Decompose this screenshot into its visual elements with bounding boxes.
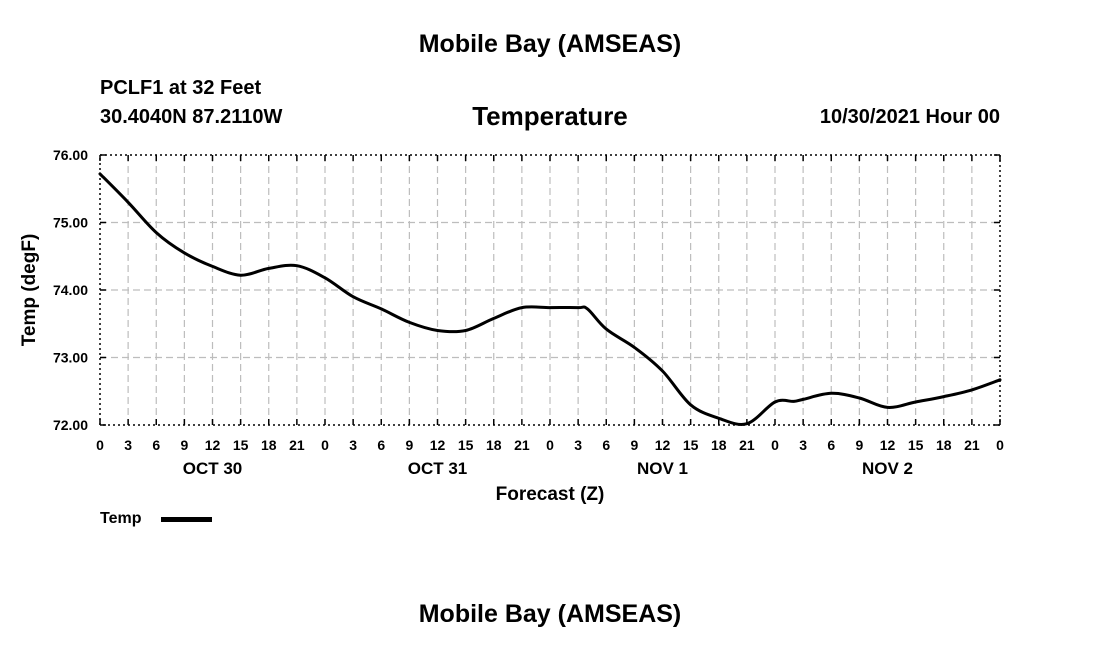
footer-title: Mobile Bay (AMSEAS) [418,600,682,628]
y-tick-label: 76.00 [53,147,88,163]
x-tick-label: 21 [289,437,305,453]
x-axis-label: Forecast (Z) [496,484,605,505]
x-tick-label: 6 [152,437,160,453]
station-label: PCLF1 at 32 Feet [100,77,262,99]
date-label: OCT 31 [408,459,468,478]
y-axis-label: Temp (degF) [19,234,40,347]
x-tick-label: 3 [799,437,807,453]
y-tick-label: 72.00 [53,417,88,433]
x-tick-label: 0 [96,437,104,453]
date-label: OCT 30 [183,459,243,478]
x-tick-label: 6 [827,437,835,453]
x-tick-label: 21 [964,437,980,453]
x-tick-label: 15 [233,437,249,453]
y-tick-label: 74.00 [53,282,88,298]
x-tick-label: 15 [458,437,474,453]
x-tick-label: 3 [124,437,132,453]
y-tick-label: 73.00 [53,350,88,366]
main-title: Mobile Bay (AMSEAS) [418,30,682,58]
x-tick-label: 6 [377,437,385,453]
chart-title: Temperature [472,101,628,131]
x-tick-label: 21 [514,437,530,453]
x-tick-label: 0 [996,437,1004,453]
x-tick-label: 12 [205,437,221,453]
axis-ticks: 0 3 6 9 12 15 18 21 0 3 6 9 12 15 18 21 0 3 6 9 12 15 18 21 0 3 6 9… [53,147,1004,478]
date-label: NOV 2 [862,459,913,478]
x-tick-label: 15 [908,437,924,453]
coordinates-label: 30.4040N 87.2110W [100,106,283,128]
temp-series-line [98,172,1002,426]
run-time-label: 10/30/2021 Hour 00 [819,106,1000,128]
x-tick-label: 0 [546,437,554,453]
x-tick-label: 12 [655,437,671,453]
x-tick-label: 0 [321,437,329,453]
y-tick-label: 75.00 [53,215,88,231]
x-tick-label: 3 [349,437,357,453]
x-tick-label: 9 [855,437,863,453]
x-tick-label: 18 [936,437,952,453]
x-tick-label: 9 [180,437,188,453]
x-tick-label: 3 [574,437,582,453]
x-tick-label: 18 [711,437,727,453]
legend-label: Temp [100,510,142,527]
x-tick-label: 6 [602,437,610,453]
x-tick-label: 12 [880,437,896,453]
x-tick-label: 9 [405,437,413,453]
x-tick-label: 0 [771,437,779,453]
legend-line-swatch [161,517,212,522]
grid [100,155,1000,425]
x-tick-label: 15 [683,437,699,453]
x-tick-label: 9 [630,437,638,453]
x-tick-label: 18 [486,437,502,453]
x-tick-label: 12 [430,437,446,453]
date-label: NOV 1 [637,459,688,478]
x-tick-label: 18 [261,437,277,453]
x-tick-label: 21 [739,437,755,453]
